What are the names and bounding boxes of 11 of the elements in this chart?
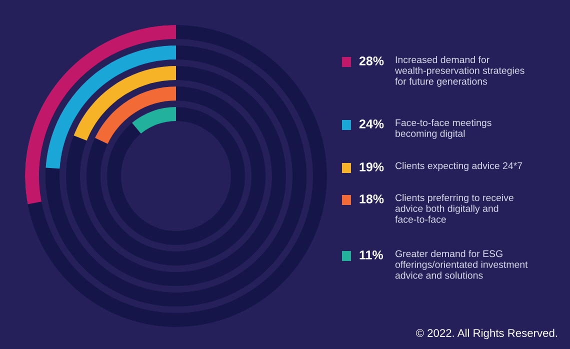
category-label: Greater demand for ESG offerings/orientated investment advice and solutions xyxy=(395,250,528,279)
data-label: 11% xyxy=(360,250,383,260)
text: © 2022. All Rights Reserved. xyxy=(416,328,557,340)
data-label: 24% xyxy=(359,120,384,128)
category-label: Clients expecting advice 24*7 xyxy=(395,162,522,172)
data-label: 19% xyxy=(360,162,384,172)
category-label: Face-to-face meetings becoming digital xyxy=(396,119,492,139)
data-label: 18% xyxy=(360,194,384,204)
category-label: Increased demand for wealth-preservation strategies for future generations xyxy=(394,56,524,87)
category-label: Clients preferring to receive advice both digitally and face-to-face xyxy=(395,194,514,223)
data-label: 28% xyxy=(359,56,384,66)
